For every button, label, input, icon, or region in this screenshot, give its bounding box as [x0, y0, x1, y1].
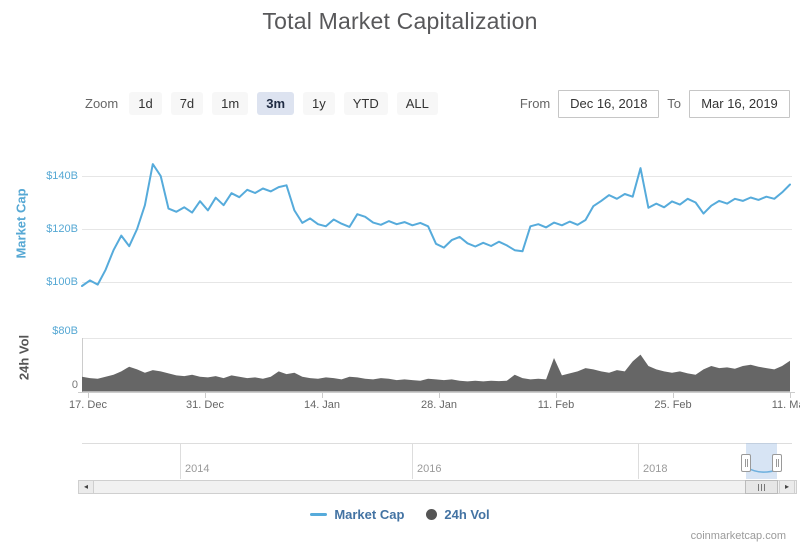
xtick-17dec: 17. Dec — [69, 399, 107, 411]
chart-title: Total Market Capitalization — [262, 8, 538, 34]
watermark: coinmarketcap.com — [690, 530, 786, 542]
navigator-selected-range[interactable] — [746, 443, 777, 479]
xtick-11feb: 11. Feb — [537, 399, 575, 411]
zoom-button-group: Zoom 1d 7d 1m 3m 1y YTD ALL — [85, 92, 438, 115]
xtick-14jan: 14. Jan — [303, 399, 341, 411]
navigator-right-handle[interactable] — [772, 454, 782, 472]
navigator-left-handle[interactable] — [741, 454, 751, 472]
xtick-11mar: 11. Mar — [771, 399, 800, 411]
legend: Market Cap 24h Vol — [0, 507, 800, 522]
xtick-31dec: 31. Dec — [186, 399, 224, 411]
volume-dot-icon — [426, 509, 438, 520]
ytick-120b: $120B — [46, 223, 78, 235]
navigator-year-2014: 2014 — [185, 463, 210, 475]
zoom-label: Zoom — [85, 96, 119, 111]
ytick-100b: $100B — [46, 276, 78, 288]
from-label: From — [519, 96, 551, 111]
scrollbar-right-arrow[interactable]: ▸ — [779, 480, 795, 494]
ytick-140b: $140B — [46, 170, 78, 182]
from-date-input[interactable] — [558, 89, 660, 118]
volume-series — [82, 354, 790, 392]
legend-label-24h-vol: 24h Vol — [444, 507, 490, 522]
to-date-input[interactable] — [689, 89, 790, 118]
legend-item-market-cap[interactable]: Market Cap — [310, 507, 404, 522]
date-range-group: From To — [519, 89, 790, 118]
to-label: To — [667, 96, 681, 111]
zoom-button-3m[interactable]: 3m — [257, 92, 295, 115]
zoom-button-1y[interactable]: 1y — [303, 92, 335, 115]
zoom-button-ytd[interactable]: YTD — [343, 92, 388, 115]
marketcap-series — [81, 163, 791, 287]
zoom-button-all[interactable]: ALL — [396, 92, 438, 115]
navigator-year-2018: 2018 — [643, 463, 668, 475]
scrollbar-track[interactable] — [78, 480, 797, 494]
x-axis-ticks — [88, 392, 791, 398]
zoom-button-1m[interactable]: 1m — [212, 92, 249, 115]
zoom-button-7d[interactable]: 7d — [170, 92, 204, 115]
range-controls: Zoom 1d 7d 1m 3m 1y YTD ALL From To — [85, 89, 790, 118]
scrollbar-left-arrow[interactable]: ◂ — [78, 480, 94, 494]
xtick-25feb: 25. Feb — [654, 399, 692, 411]
xtick-28jan: 28. Jan — [420, 399, 458, 411]
navigator-year-2016: 2016 — [417, 463, 442, 475]
ytick-0: 0 — [71, 379, 78, 391]
legend-label-market-cap: Market Cap — [334, 507, 405, 522]
scrollbar-thumb[interactable] — [745, 480, 778, 494]
marketcap-gridlines — [82, 176, 792, 283]
zoom-button-1d[interactable]: 1d — [129, 92, 162, 115]
marketcap-line-icon — [310, 513, 328, 516]
ytick-80b: $80B — [52, 325, 78, 337]
legend-item-24h-vol[interactable]: 24h Vol — [426, 507, 490, 522]
navigator-frame — [82, 443, 792, 479]
